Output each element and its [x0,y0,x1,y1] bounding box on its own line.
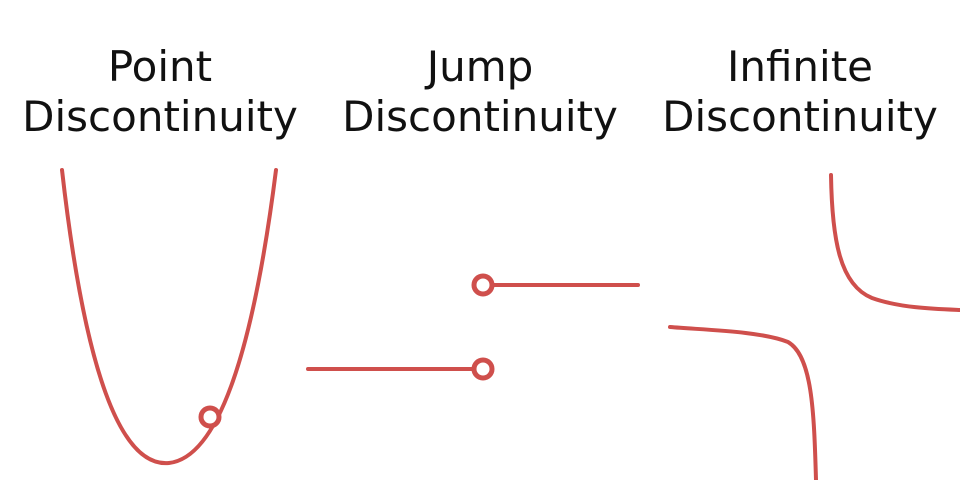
jump-upper-hole-marker [471,273,495,297]
title-point-line2: Discontinuity [22,92,298,141]
point-parabola-curve [60,168,278,466]
title-point-line1: Point [107,42,213,91]
title-jump-line2: Discontinuity [342,92,618,141]
title-infinite-line1: Infinite [726,42,874,91]
title-infinite-line2: Discontinuity [662,92,938,141]
infinite-lower-branch [668,325,818,480]
jump-lower-hole-marker [471,357,495,381]
title-jump-discontinuity: Jump Discontinuity [320,42,640,142]
title-point-discontinuity: Point Discontinuity [0,42,320,142]
title-jump-line1: Jump [426,42,534,91]
panel-infinite-discontinuity: Infinite Discontinuity [640,0,960,480]
title-infinite-discontinuity: Infinite Discontinuity [640,42,960,142]
panel-point-discontinuity: Point Discontinuity [0,0,320,480]
panel-jump-discontinuity: Jump Discontinuity [320,0,640,480]
point-hole-marker [198,405,222,429]
infinite-upper-branch [829,173,960,312]
